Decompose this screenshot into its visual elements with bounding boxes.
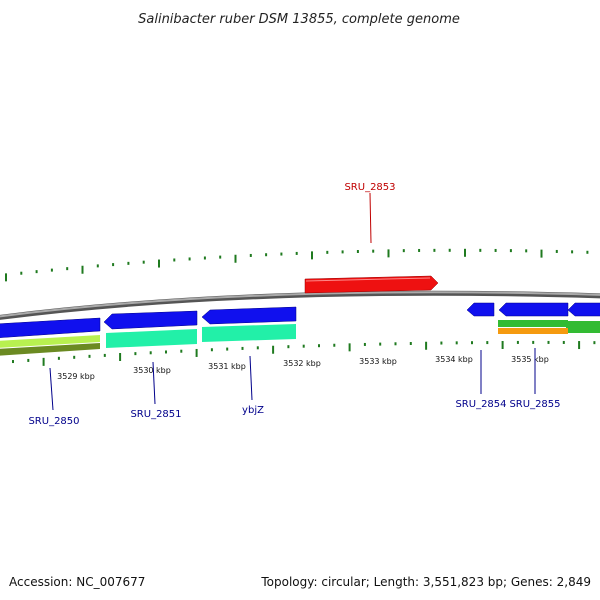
gene-feature-ybjz[interactable] xyxy=(201,306,297,325)
gene-label-sru-2853[interactable]: SRU_2853 xyxy=(344,182,395,193)
gene-label-sru-2850[interactable]: SRU_2850 xyxy=(28,416,79,427)
callout-line-sru-2853 xyxy=(369,192,372,244)
gene-feature-sru-2851[interactable] xyxy=(103,310,198,330)
feature-teal-2 xyxy=(202,324,296,342)
genome-backbone xyxy=(0,290,600,320)
gene-label-ybjz[interactable]: ybjZ xyxy=(242,405,264,416)
feature-orange-right xyxy=(498,328,568,334)
callout-line-sru-2851 xyxy=(152,361,156,405)
gene-label-sru-2854[interactable]: SRU_2854 xyxy=(455,399,506,410)
gene-feature-sru-2853-shade xyxy=(305,277,431,282)
callout-line-sru-2850 xyxy=(49,367,54,411)
gene-feature-sru-2855[interactable] xyxy=(498,302,569,317)
feature-green-right-2 xyxy=(566,321,600,333)
gene-feature-right-edge[interactable] xyxy=(567,302,600,317)
tick-label-3534: 3534 kbp xyxy=(435,355,473,364)
gene-label-sru-2851[interactable]: SRU_2851 xyxy=(130,409,181,420)
outer-tick-row xyxy=(5,248,589,282)
feature-green-right-1 xyxy=(498,320,568,327)
inner-tick-row xyxy=(12,340,596,366)
callout-line-ybjz xyxy=(249,355,253,401)
gene-feature-sru-2850[interactable] xyxy=(0,317,101,338)
accession-text: Accession: NC_007677 xyxy=(9,575,145,589)
tick-label-3532: 3532 kbp xyxy=(283,359,321,368)
tick-label-3533: 3533 kbp xyxy=(359,357,397,366)
genome-summary-text: Topology: circular; Length: 3,551,823 bp… xyxy=(260,575,591,589)
genome-backbone-highlight xyxy=(0,291,600,318)
tick-label-3531: 3531 kbp xyxy=(208,362,246,371)
feature-olive-left xyxy=(0,343,100,356)
feature-teal-1 xyxy=(106,329,197,348)
gene-feature-sru-2854[interactable] xyxy=(466,302,495,317)
tick-label-3535: 3535 kbp xyxy=(511,355,549,364)
tick-label-3529: 3529 kbp xyxy=(57,372,95,381)
map-title: Salinibacter ruber DSM 13855, complete g… xyxy=(138,12,460,27)
tick-label-3530: 3530 kbp xyxy=(133,366,171,375)
feature-lime-left xyxy=(0,335,100,348)
gene-label-sru-2855[interactable]: SRU_2855 xyxy=(509,399,560,410)
